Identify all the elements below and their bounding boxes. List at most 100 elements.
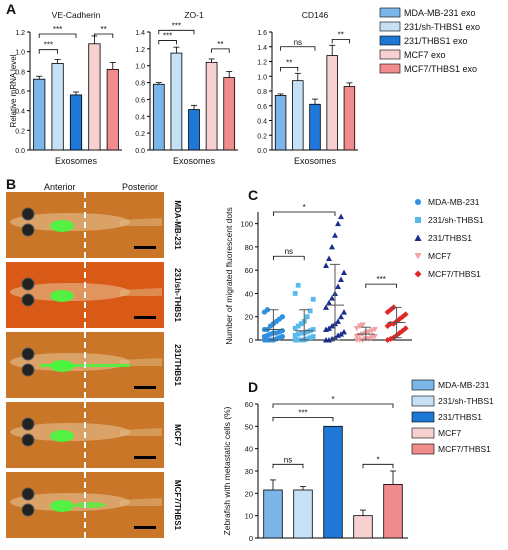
data-point [295,337,301,343]
chart-title: ZO-1 [184,10,204,20]
data-point [304,336,310,342]
legend-a-swatch [379,49,401,60]
bar [69,94,83,151]
legend-a-swatch [379,7,401,18]
fish-row-label: 231/sh-THBS1 [173,268,182,322]
fish-eye [21,503,35,517]
legend-d-label: MDA-MB-231 [438,380,490,390]
data-point [279,333,285,340]
sig-label: *** [172,21,181,30]
data-point [307,335,313,341]
sig-bracket [94,33,114,38]
legend-d-swatch [411,411,435,423]
legend-c-marker [415,199,421,205]
data-point [338,313,344,320]
fish-tail [120,218,162,226]
data-point [329,323,335,329]
panel-label-a: A [6,1,16,17]
legend-c-marker [414,234,422,241]
y-tick-label: 0.2 [15,128,25,135]
data-point [304,314,310,320]
sig-bracket [272,417,334,422]
data-point [335,318,341,324]
y-axis-label: Zebrafish with metastatic cells (%) [222,406,232,535]
data-point [329,243,335,250]
data-point [402,311,409,318]
data-point [326,299,332,306]
data-point [335,220,341,227]
data-point [329,295,335,301]
y-tick-label: 0.6 [135,97,145,104]
bar [152,83,165,151]
fish-tail [120,428,162,436]
data-point [326,325,332,331]
data-point [279,314,285,320]
y-tick-label: 0.4 [15,109,25,116]
fish-image-4: MCF7/THBS1 [6,472,182,538]
fluorescent-signal [50,500,74,512]
sig-bracket [362,463,394,469]
data-point [341,328,347,335]
sig-label: *** [53,25,62,34]
sig-bracket [280,67,299,72]
sig-bracket [158,40,177,45]
y-tick-label: 20 [245,313,253,322]
fish-tail [120,358,162,366]
y-tick-label: 30 [245,467,253,476]
fish-eye [21,433,35,447]
chart-title: CD146 [302,10,329,20]
bar [309,103,321,151]
y-tick-label: 60 [245,400,253,409]
y-tick-label: 0.2 [135,131,145,138]
data-point [295,331,301,337]
sig-bracket [365,283,397,289]
data-point [326,255,332,262]
y-axis-label: Number of migrated fluorescent dots [224,207,234,344]
bar [223,77,236,151]
y-tick-label: 40 [245,289,253,298]
scale-bar [134,246,156,249]
data-point [353,325,360,332]
sig-bracket [211,48,230,53]
legend-d-swatch [411,443,435,455]
sig-label: ** [100,25,106,34]
data-point [298,321,304,327]
data-point [304,329,310,335]
y-tick-label: 40 [245,445,253,454]
fish-row-label: 231/THBS1 [173,344,182,386]
bar [293,489,313,539]
chart-A2: 0.00.20.40.60.81.01.21.4 ********ZO-1Exos… [135,10,238,166]
legend-c-marker [414,253,422,260]
data-point [338,213,344,220]
data-point [307,308,313,314]
bar [33,78,46,151]
legend-a-label: MDA-MB-231 exo [404,8,476,18]
legend-a-label: 231/THBS1 exo [404,36,468,46]
data-point [402,325,409,332]
data-point [323,262,329,269]
sig-bracket [38,33,77,38]
y-tick-label: 0.2 [257,133,267,140]
sig-label: ** [338,30,344,39]
data-point [292,337,298,343]
x-axis-label: Exosomes [294,156,337,166]
y-tick-label: 80 [245,243,253,252]
legend-a-label: MCF7 exo [404,50,446,60]
legend-c-label: MDA-MB-231 [428,197,480,207]
fish-eye [21,487,35,501]
panel-label-c: C [248,187,258,203]
legend-c-marker [415,217,421,223]
legend-d-label: 231/THBS1 [438,412,482,422]
sig-label: *** [377,275,386,284]
bar [205,61,218,151]
legend-c-label: MCF7 [428,251,451,261]
fish-row-label: MCF7/THBS1 [173,480,182,531]
chart-A3: 0.0 0.2 0.4 0.6 0.8 1.0 1.2 1.4 1.6 ** ns ** CD146 Ex… [257,10,358,166]
y-tick-label: 1.2 [135,47,145,54]
sig-label: * [303,203,306,212]
scale-bar [134,316,156,319]
data-point [341,269,347,276]
panel-label-b: B [6,176,17,192]
sig-label: *** [298,408,307,417]
